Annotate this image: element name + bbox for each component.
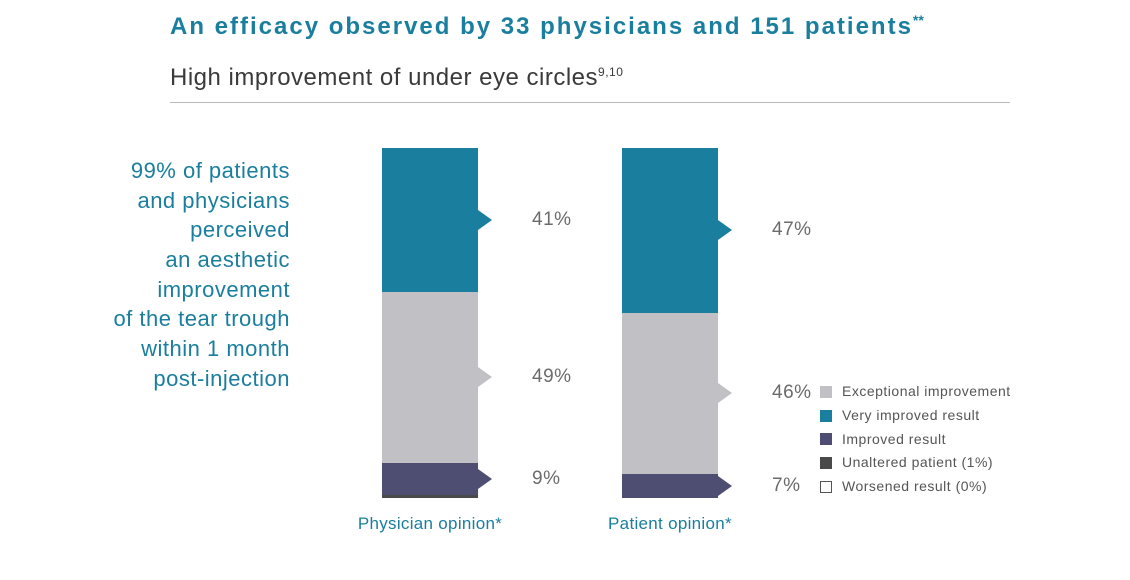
legend-item: Unaltered patient (1%) [820,451,1011,475]
pointer-icon [478,469,492,489]
bar-column: 41%49%9% Physician opinion* [325,148,535,534]
legend-label: Worsened result (0%) [842,475,987,499]
pointer-icon [478,367,492,387]
callout-line: post-injection [60,364,290,394]
legend-swatch [820,410,832,422]
callout-line: and physicians [60,186,290,216]
callout-line: of the tear trough [60,304,290,334]
title-text: An efficacy observed by 33 physicians an… [170,13,913,40]
stacked-bar: 41%49%9% [382,148,478,498]
legend-item: Very improved result [820,404,1011,428]
page-title: An efficacy observed by 33 physicians an… [170,12,924,41]
stacked-bar-chart: 41%49%9%Physician opinion*47%46%7%Patien… [325,148,805,528]
pointer-icon [478,210,492,230]
segment-value-label: 7% [772,475,800,497]
legend-label: Improved result [842,428,946,452]
subtitle-sup: 9,10 [598,65,623,79]
legend-label: Unaltered patient (1%) [842,451,993,475]
bar-axis-label: Patient opinion* [565,514,775,534]
bar-segment [622,313,718,474]
bar-segment [622,474,718,499]
callout-line: within 1 month [60,334,290,364]
legend: Exceptional improvementVery improved res… [820,380,1011,499]
pointer-icon [718,220,732,240]
bar-segment [382,292,478,464]
legend-item: Worsened result (0%) [820,475,1011,499]
legend-item: Exceptional improvement [820,380,1011,404]
segment-value-label: 47% [772,219,812,241]
divider [170,102,1010,103]
callout-text: 99% of patientsand physiciansperceivedan… [60,156,290,394]
bar-segment [382,148,478,292]
segment-value-label: 9% [532,468,560,490]
legend-label: Exceptional improvement [842,380,1011,404]
bar-segment [622,148,718,313]
callout-line: an aesthetic [60,245,290,275]
pointer-icon [718,383,732,403]
bar-column: 47%46%7% Patient opinion* [565,148,775,534]
subtitle: High improvement of under eye circles9,1… [170,64,623,92]
bar-axis-label: Physician opinion* [325,514,535,534]
callout-line: improvement [60,275,290,305]
callout-line: perceived [60,215,290,245]
legend-item: Improved result [820,428,1011,452]
legend-swatch [820,433,832,445]
pointer-icon [718,476,732,496]
bar-segment [382,463,478,495]
legend-label: Very improved result [842,404,980,428]
callout-line: 99% of patients [60,156,290,186]
legend-swatch [820,386,832,398]
legend-swatch [820,481,832,493]
title-sup: ** [913,12,924,28]
subtitle-text: High improvement of under eye circles [170,64,598,91]
segment-value-label: 46% [772,382,812,404]
bar-segment [382,495,478,499]
stacked-bar: 47%46%7% [622,148,718,498]
legend-swatch [820,457,832,469]
